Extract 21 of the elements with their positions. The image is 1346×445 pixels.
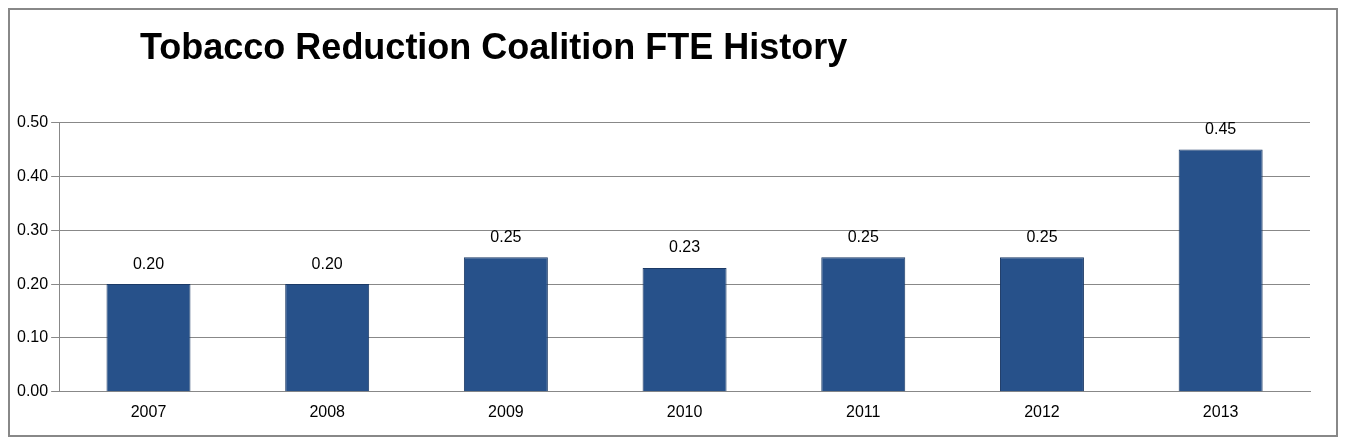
data-label: 0.20	[132, 254, 165, 272]
data-label: 0.25	[847, 227, 879, 245]
x-tick-label: 2008	[309, 402, 346, 420]
x-tick-label: 2010	[666, 402, 703, 420]
x-tick-label: 2013	[1202, 402, 1239, 420]
x-tick-label: 2011	[846, 402, 881, 420]
y-tick-label: 0.10	[17, 328, 49, 346]
y-tick-label: 0.40	[17, 166, 49, 184]
x-tick-label: 2012	[1024, 402, 1060, 420]
data-label: 0.45	[1205, 119, 1237, 137]
data-label: 0.23	[669, 238, 701, 256]
y-tick-label: 0.50	[17, 113, 49, 131]
data-label: 0.20	[311, 254, 343, 272]
data-label: 0.25	[1026, 227, 1058, 245]
y-tick-label: 0.00	[17, 382, 49, 400]
x-tick-label: 2009	[488, 402, 524, 420]
data-label: 0.25	[490, 227, 522, 245]
y-tick-label: 0.20	[17, 274, 49, 292]
y-tick-label: 0.30	[17, 220, 49, 238]
x-tick-label: 2007	[130, 402, 167, 420]
chart-title: Tobacco Reduction Coalition FTE History	[140, 26, 848, 68]
